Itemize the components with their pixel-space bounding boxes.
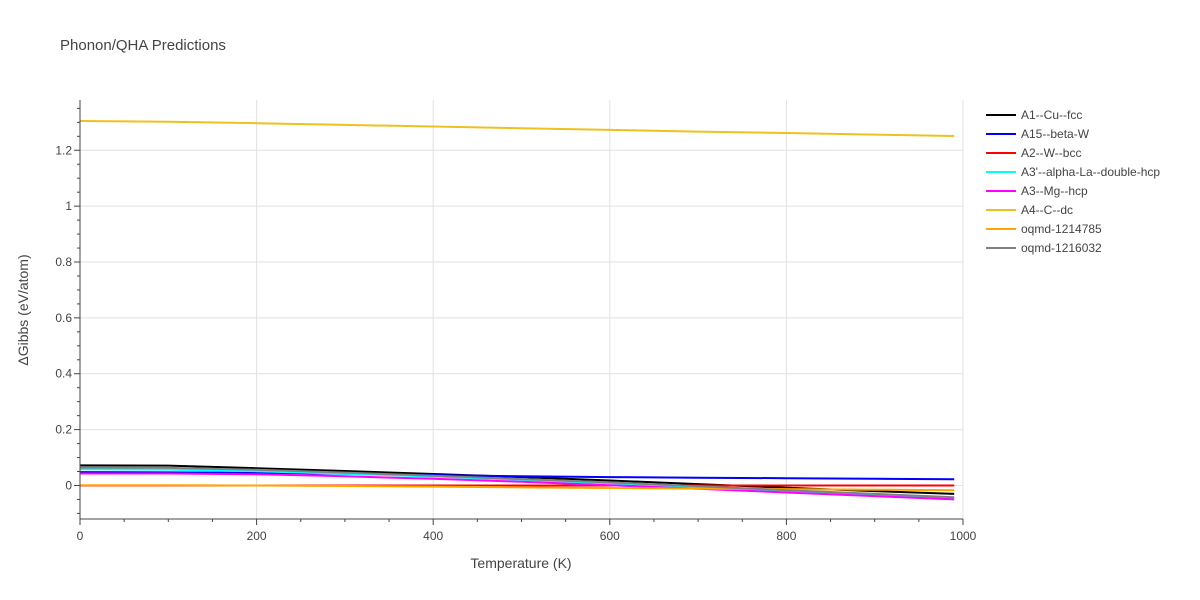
legend-item[interactable]: oqmd-1216032 xyxy=(986,241,1102,255)
legend-label: A1--Cu--fcc xyxy=(1021,108,1082,122)
chart-title: Phonon/QHA Predictions xyxy=(60,37,226,54)
series-line-oqmd-1214785[interactable] xyxy=(80,484,955,492)
legend-label: A3'--alpha-La--double-hcp xyxy=(1021,165,1160,179)
y-tick-label: 0.8 xyxy=(55,255,72,269)
legend-label: A2--W--bcc xyxy=(1021,146,1081,160)
legend[interactable]: A1--Cu--fcc A15--beta-W A2--W--bcc A3'--alp… xyxy=(986,108,1160,255)
x-axis-title: Temperature (K) xyxy=(470,555,571,571)
legend-label: oqmd-1216032 xyxy=(1021,241,1102,255)
y-tick-label: 0.4 xyxy=(55,367,72,381)
legend-label: A4--C--dc xyxy=(1021,203,1073,217)
x-tick-label: 200 xyxy=(247,529,267,543)
legend-item[interactable]: A4--C--dc xyxy=(986,203,1073,217)
x-tick-label: 0 xyxy=(77,529,84,543)
x-tick-label: 600 xyxy=(600,529,620,543)
legend-item[interactable]: A1--Cu--fcc xyxy=(986,108,1082,122)
y-axis-title: ΔGibbs (eV/atom) xyxy=(15,254,31,365)
legend-label: A15--beta-W xyxy=(1021,127,1090,141)
y-tick-label: 0.2 xyxy=(55,423,72,437)
series-line-a3-mg-hcp[interactable] xyxy=(80,472,955,501)
legend-label: oqmd-1214785 xyxy=(1021,222,1102,236)
legend-item[interactable]: A3'--alpha-La--double-hcp xyxy=(986,165,1160,179)
legend-item[interactable]: oqmd-1214785 xyxy=(986,222,1102,236)
legend-item[interactable]: A3--Mg--hcp xyxy=(986,184,1088,198)
series-line-a15-beta-w[interactable] xyxy=(79,471,955,481)
x-tick-label: 800 xyxy=(776,529,796,543)
x-tick-label: 1000 xyxy=(950,529,977,543)
y-tick-label: 0 xyxy=(65,478,72,492)
y-tick-label: 1 xyxy=(65,199,72,213)
legend-item[interactable]: A2--W--bcc xyxy=(986,146,1081,160)
x-tick-label: 400 xyxy=(423,529,443,543)
axes: 0 200 400 600 800 1000 0 0.2 0.4 0.6 0.8 1 1.2 xyxy=(55,100,977,543)
legend-label: A3--Mg--hcp xyxy=(1021,184,1088,198)
y-tick-label: 1.2 xyxy=(55,143,72,157)
y-tick-label: 0.6 xyxy=(55,311,72,325)
series-line-a4-c-dc[interactable] xyxy=(79,120,955,137)
legend-item[interactable]: A15--beta-W xyxy=(986,127,1090,141)
plot-area xyxy=(79,120,955,501)
series-line-oqmd-1216032[interactable] xyxy=(79,466,955,499)
